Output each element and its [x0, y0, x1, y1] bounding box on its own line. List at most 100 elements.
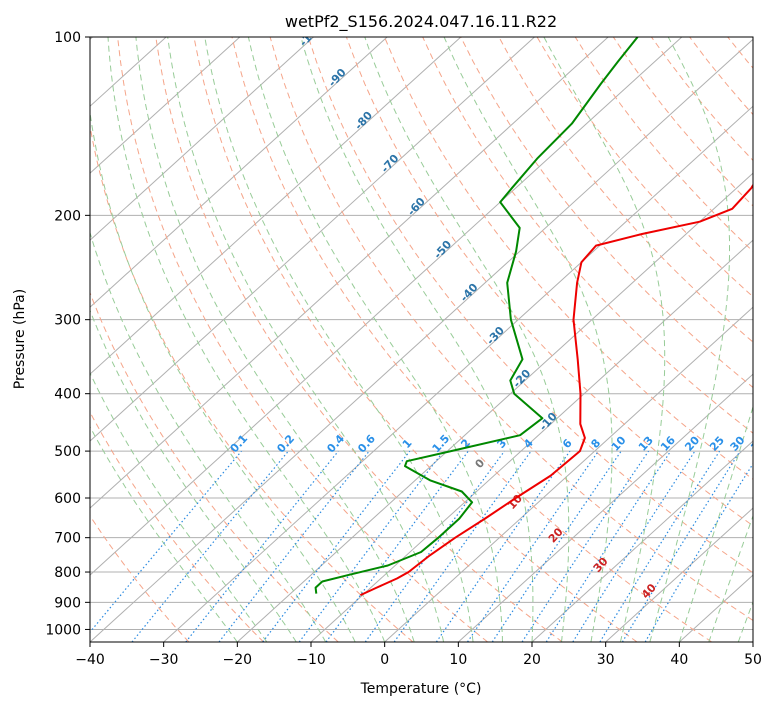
- mixing-ratio-line: [90, 450, 242, 634]
- mixing-ratio-label: 1: [400, 437, 415, 451]
- dry-adiabat-line: [90, 515, 190, 642]
- y-tick-label: 1000: [45, 622, 81, 638]
- x-tick-label: 20: [523, 652, 541, 668]
- moist-adiabat-line: [678, 405, 753, 642]
- dry-adiabat-line: [689, 37, 753, 116]
- isotherm-line: [236, 172, 753, 642]
- x-axis: −40 −30 −20 −10 0 10 20 30 40 50: [75, 642, 762, 668]
- mixing-ratio-label: 0.6: [355, 432, 378, 455]
- isotherm-line: [752, 641, 753, 642]
- moist-adiabat-line: [90, 309, 297, 642]
- isotherm-line: [90, 37, 683, 576]
- dry-adiabat-line: [727, 37, 753, 69]
- dry-adiabat-label: -40: [458, 281, 481, 305]
- x-tick-label: 50: [744, 652, 762, 668]
- moist-adiabat-line: [90, 425, 238, 642]
- y-tick-label: 600: [54, 491, 81, 507]
- isotherm-line: [605, 507, 753, 642]
- mixing-ratio-line: [521, 450, 650, 642]
- dry-adiabat-label: -60: [405, 195, 428, 219]
- x-tick-label: −40: [75, 652, 105, 668]
- dry-adiabat-label: -80: [352, 109, 375, 133]
- y-tick-label: 200: [54, 208, 81, 224]
- moist-adiabat-line: [90, 230, 327, 642]
- profile-lines: [314, 37, 753, 597]
- isotherm-line: [531, 440, 753, 642]
- chart-title: wetPf2_S156.2024.047.16.11.R22: [285, 12, 557, 32]
- isotherm-line: [90, 37, 241, 174]
- mixing-ratio-line: [467, 450, 599, 642]
- background-lines: [90, 37, 775, 642]
- mixing-ratio-line: [218, 450, 370, 642]
- dewpoint-profile-line: [314, 37, 639, 594]
- moist-adiabat-label: 20: [546, 525, 566, 545]
- isotherm-line: [163, 105, 753, 642]
- x-tick-label: 10: [449, 652, 467, 668]
- moist-adiabat-line: [300, 37, 534, 642]
- x-tick-label: −30: [149, 652, 179, 668]
- dry-adiabat-label: -10: [537, 410, 560, 434]
- mixing-ratio-line: [262, 450, 411, 642]
- mixing-ratio-line: [435, 450, 571, 642]
- x-axis-label: Temperature (°C): [360, 681, 482, 697]
- moist-adiabat-line: [443, 37, 613, 642]
- mixing-ratio-line: [298, 450, 444, 642]
- dry-adiabat-line: [117, 37, 488, 642]
- dry-adiabat-label: -70: [379, 152, 402, 176]
- mixing-ratio-line: [393, 450, 532, 642]
- y-tick-label: 500: [54, 444, 81, 460]
- mixing-ratio-line: [325, 450, 469, 642]
- dry-adiabat-line: [231, 37, 712, 642]
- dry-adiabat-line: [307, 37, 753, 574]
- mixing-ratio-line: [131, 450, 289, 642]
- dry-adiabat-label: -30: [484, 324, 507, 348]
- moist-adiabat-line: [204, 37, 474, 642]
- dry-adiabat-line: [155, 37, 563, 642]
- temperature-profile-line: [359, 183, 753, 597]
- isotherm-line: [384, 306, 753, 642]
- dry-adiabat-line: [90, 411, 264, 642]
- moist-adiabat-line: [737, 600, 753, 642]
- mixing-ratio-line: [572, 450, 696, 642]
- mixing-ratio-line: [599, 450, 721, 642]
- dry-adiabat-line: [650, 37, 753, 162]
- isotherm-line: [90, 37, 609, 509]
- y-tick-label: 100: [54, 30, 81, 46]
- mixing-ratio-line: [545, 450, 672, 642]
- dry-adiabat-line: [766, 37, 775, 642]
- mixing-ratio-line: [644, 462, 753, 642]
- dry-adiabat-line: [269, 37, 753, 622]
- mixing-ratio-label: 36: [748, 433, 768, 453]
- y-tick-label: 800: [54, 565, 81, 581]
- isotherm-line: [678, 574, 753, 642]
- y-tick-label: 900: [54, 595, 81, 611]
- moist-adiabat-line: [247, 37, 503, 642]
- moist-adiabat-line: [708, 514, 753, 642]
- isoline-labels: -100-90-80-70-60-50-40-30-20-100.1 0.2 0.4…: [228, 37, 768, 601]
- dry-adiabat-line: [90, 123, 414, 642]
- y-tick-label: 400: [54, 387, 81, 403]
- moist-adiabat-line: [90, 371, 268, 642]
- moist-adiabat-line: [167, 37, 445, 642]
- moist-adiabat-label: 0: [472, 456, 487, 471]
- mixing-ratio-line: [185, 450, 339, 642]
- isotherm-line: [90, 38, 753, 642]
- dry-adiabat-line: [536, 37, 753, 298]
- dry-adiabat-line: [498, 37, 753, 343]
- mixing-ratio-label: 8: [589, 437, 604, 451]
- moist-adiabat-label: 40: [639, 581, 659, 601]
- moist-adiabat-line: [649, 37, 730, 642]
- moist-adiabat-line: [364, 37, 570, 642]
- x-tick-label: −10: [296, 652, 326, 668]
- x-tick-label: 40: [670, 652, 688, 668]
- dry-adiabat-line: [345, 37, 753, 527]
- isotherm-line: [457, 373, 753, 642]
- mixing-ratio-line: [621, 450, 741, 642]
- x-tick-label: −20: [223, 652, 253, 668]
- isotherm-line: [90, 37, 388, 308]
- mixing-ratio-label: 0.1: [228, 432, 251, 455]
- isotherm-line: [310, 239, 753, 642]
- moist-adiabat-line: [107, 37, 386, 642]
- isotherm-line: [90, 37, 314, 241]
